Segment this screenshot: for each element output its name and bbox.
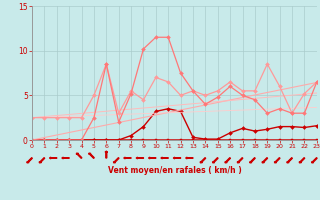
- X-axis label: Vent moyen/en rafales ( km/h ): Vent moyen/en rafales ( km/h ): [108, 166, 241, 175]
